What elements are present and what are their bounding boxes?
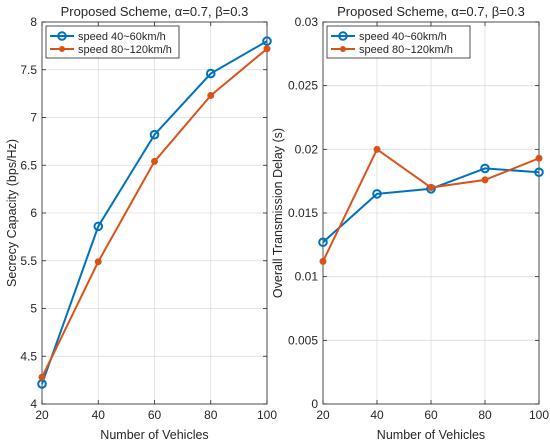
chart-panel-1: 4 4.5 5 5.5 6 6.5 7 7.5 8 20 40 60 80 100 Proposed Sch… [5,4,277,442]
series-2 [38,45,271,381]
data-point [372,189,382,199]
x-tick-label: 80 [478,408,492,422]
chart-title: Proposed Scheme, α=0.7, β=0.3 [337,4,525,19]
y-tick-label: 0.01 [295,270,319,284]
y-tick-label: 0.005 [288,333,318,347]
y-tick-label: 6 [30,206,37,220]
y-tick-label: 7.5 [20,63,37,77]
y-tick-label: 4 [30,397,37,411]
y-tick-label: 5.5 [20,254,37,268]
x-tick-label: 80 [204,408,218,422]
legend-marker [340,46,346,52]
x-tick-label: 20 [35,408,49,422]
y-tick-label: 0.025 [288,79,318,93]
data-point [480,163,490,174]
x-tick-label: 40 [92,408,106,422]
x-tick-label: 100 [529,408,549,422]
y-tick-label: 0.03 [295,15,319,29]
y-tick-label: 0.02 [295,142,319,156]
data-point [151,157,158,165]
y-tick-label: 0.015 [288,206,318,220]
data-point [534,167,544,178]
y-tick-label: 8 [30,15,37,29]
legend-marker [338,31,348,41]
data-point [205,68,216,79]
data-point [93,221,104,232]
y-tick-label: 4.5 [20,349,37,363]
series-2 [319,145,543,265]
x-tick-label: 100 [257,408,277,422]
data-point [94,258,102,266]
x-tick-label: 60 [148,408,162,422]
series-1 [37,36,272,389]
legend-box [326,25,471,59]
y-tick-label: 7 [30,111,37,125]
chart-title: Proposed Scheme, α=0.7, β=0.3 [61,4,249,19]
legend-box [45,25,180,59]
legend-label: speed 40~60km/h [78,31,166,43]
y-tick-label: 5 [30,302,37,316]
data-point [535,154,543,162]
data-point [318,237,328,248]
chart-panel-2: 0 0.005 0.01 0.015 0.02 0.025 0.03 20 40 60 80 100 P… [271,4,549,442]
data-point [427,184,435,192]
data-point [263,45,271,53]
x-tick-label: 60 [424,408,438,422]
data-point [262,36,272,46]
x-tick-label: 40 [370,408,384,422]
data-point [319,257,327,265]
y-tick-label: 0 [311,397,318,411]
y-tick-label: 6.5 [20,158,37,172]
y-axis-label: Overall Transmission Delay (s) [271,128,285,298]
legend-label: speed 40~60km/h [359,31,447,43]
legend-marker [57,31,67,41]
legend-label: speed 80~120km/h [359,44,453,56]
data-point [373,145,381,153]
data-point [207,92,215,100]
legend-label: speed 80~120km/h [78,44,172,56]
legend-marker [59,46,65,52]
x-axis-label: Number of Vehicles [100,428,208,442]
data-point [481,176,489,184]
x-tick-label: 20 [316,408,330,422]
x-axis-label: Number of Vehicles [377,428,485,442]
data-point [149,129,160,140]
y-axis-label: Secrecy Capacity (bps/Hz) [5,139,19,287]
series-line [41,40,268,385]
data-point [38,373,46,381]
